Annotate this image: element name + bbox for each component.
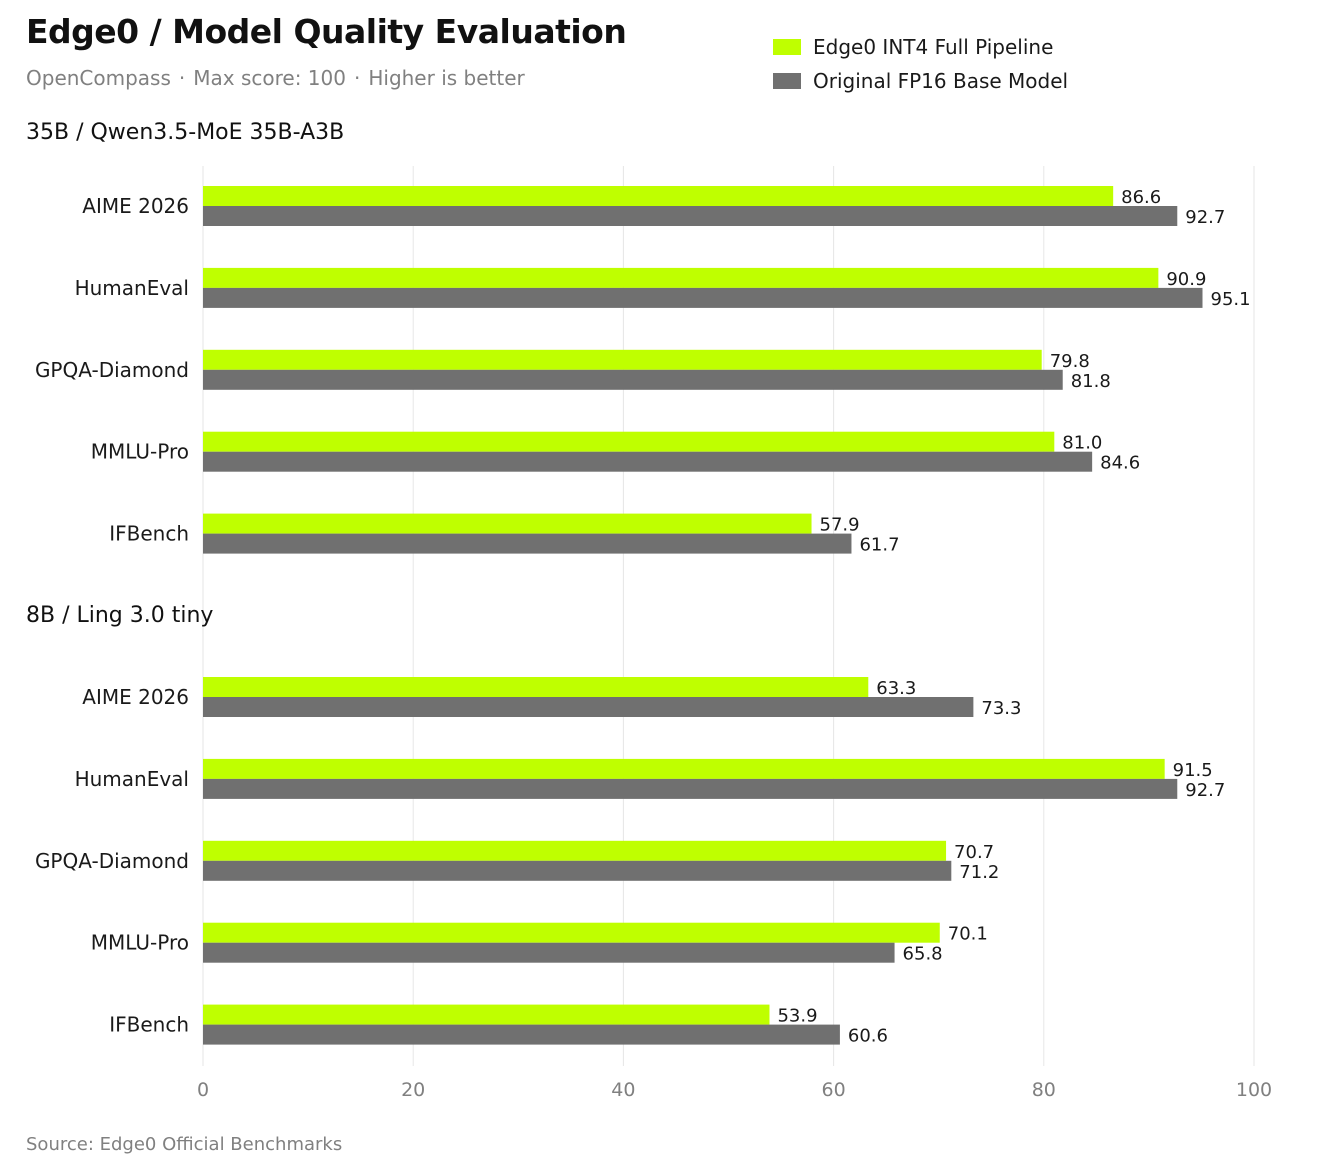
x-tick-label-0: 0 (197, 1079, 209, 1101)
bar-fp16 (203, 287, 1203, 308)
bar-fp16 (203, 451, 1093, 472)
category-label: MMLU-Pro (91, 931, 189, 955)
bar-int4 (203, 513, 812, 534)
bar-int4 (203, 758, 1165, 779)
bar-fp16 (203, 860, 952, 881)
bar-fp16 (203, 942, 895, 963)
bar-fp16 (203, 206, 1178, 226)
category-label: GPQA-Diamond (35, 849, 189, 873)
value-label-fp16: 84.6 (1100, 453, 1140, 474)
x-tick-label-40: 40 (611, 1079, 635, 1101)
value-label-int4: 81.0 (1062, 433, 1102, 454)
bar-int4 (203, 349, 1042, 370)
category-label: HumanEval (75, 276, 189, 300)
bar-int4 (203, 186, 1114, 206)
value-label-fp16: 60.6 (848, 1026, 888, 1047)
bar-int4 (203, 1004, 770, 1025)
legend-item-int4: Edge0 INT4 Full Pipeline (773, 30, 1068, 64)
chart-legend: Edge0 INT4 Full Pipeline Original FP16 B… (773, 30, 1068, 98)
group-label-2: 8B / Ling 3.0 tiny (26, 603, 213, 628)
group-label-1: 35B / Qwen3.5-MoE 35B-A3B (26, 120, 344, 145)
bar-int4 (203, 922, 940, 943)
source-note: Source: Edge0 Official Benchmarks (26, 1134, 343, 1155)
value-label-int4: 91.5 (1173, 760, 1213, 781)
category-label: AIME 2026 (82, 194, 189, 218)
subtitle-max-score: Max score: 100 (193, 66, 346, 90)
bar-int4 (203, 840, 947, 861)
bar-fp16 (203, 369, 1063, 390)
value-label-fp16: 73.3 (981, 698, 1021, 719)
bar-fp16 (203, 533, 852, 554)
x-tick-label-100: 100 (1236, 1079, 1272, 1101)
legend-label-fp16: Original FP16 Base Model (813, 69, 1069, 93)
x-tick-label-60: 60 (822, 1079, 846, 1101)
value-label-fp16: 65.8 (903, 944, 943, 965)
bar-int4 (203, 677, 869, 697)
value-label-fp16: 95.1 (1211, 289, 1251, 310)
bar-fp16 (203, 1024, 840, 1045)
chart-title: Edge0 / Model Quality Evaluation (26, 12, 627, 51)
value-label-int4: 86.6 (1121, 187, 1161, 208)
value-label-fp16: 61.7 (859, 535, 899, 556)
value-label-int4: 70.7 (954, 842, 994, 863)
bar-fp16 (203, 697, 974, 717)
value-label-fp16: 92.7 (1185, 780, 1225, 801)
bar-int4 (203, 431, 1055, 452)
category-label: IFBench (109, 522, 189, 546)
subtitle-source: OpenCompass (26, 66, 171, 90)
legend-swatch-fp16 (773, 73, 801, 89)
category-label: HumanEval (75, 767, 189, 791)
value-label-fp16: 92.7 (1185, 207, 1225, 228)
bar-int4 (203, 267, 1159, 288)
value-label-fp16: 71.2 (959, 862, 999, 883)
bar-fp16 (203, 778, 1178, 799)
category-label: AIME 2026 (82, 685, 189, 709)
category-label: IFBench (109, 1013, 189, 1037)
subtitle-direction: Higher is better (368, 66, 525, 90)
legend-swatch-int4 (773, 39, 801, 55)
chart-subtitle: OpenCompass · Max score: 100 · Higher is bet… (26, 66, 525, 90)
value-label-int4: 57.9 (820, 515, 860, 536)
value-label-int4: 63.3 (876, 678, 916, 699)
x-tick-label-20: 20 (401, 1079, 425, 1101)
category-label: MMLU-Pro (91, 440, 189, 464)
value-label-int4: 90.9 (1166, 269, 1206, 290)
value-label-int4: 70.1 (948, 924, 988, 945)
category-label: GPQA-Diamond (35, 358, 189, 382)
legend-item-fp16: Original FP16 Base Model (773, 64, 1068, 98)
value-label-int4: 79.8 (1050, 351, 1090, 372)
legend-label-int4: Edge0 INT4 Full Pipeline (813, 35, 1054, 59)
value-label-fp16: 81.8 (1071, 371, 1111, 392)
x-tick-label-80: 80 (1032, 1079, 1056, 1101)
value-label-int4: 53.9 (777, 1006, 817, 1027)
